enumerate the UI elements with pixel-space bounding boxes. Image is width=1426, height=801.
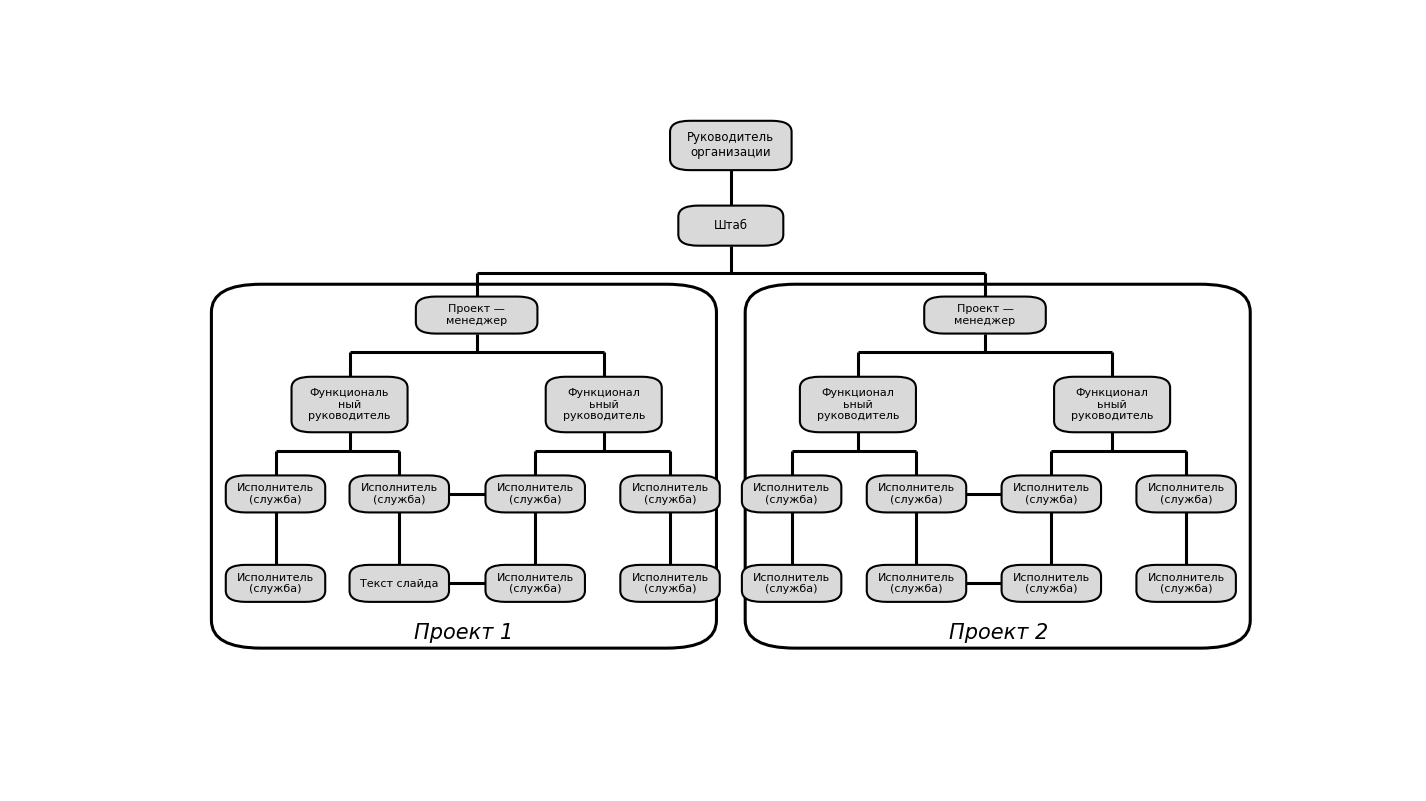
FancyBboxPatch shape [485,565,585,602]
FancyBboxPatch shape [867,565,967,602]
Text: Исполнитель
(служба): Исполнитель (служба) [878,573,955,594]
Text: Исполнитель
(служба): Исполнитель (служба) [496,573,573,594]
Text: Проект —
менеджер: Проект — менеджер [954,304,1015,326]
Text: Исполнитель
(служба): Исполнитель (служба) [632,573,709,594]
Text: Исполнитель
(служба): Исполнитель (служба) [878,483,955,505]
Text: Исполнитель
(служба): Исполнитель (служба) [1012,573,1089,594]
Text: Проект —
менеджер: Проект — менеджер [446,304,508,326]
FancyBboxPatch shape [742,565,841,602]
Text: Исполнитель
(служба): Исполнитель (служба) [237,573,314,594]
FancyBboxPatch shape [225,476,325,513]
Text: Руководитель
организации: Руководитель организации [687,131,774,159]
FancyBboxPatch shape [1137,476,1236,513]
Text: Функционал
ьный
руководитель: Функционал ьный руководитель [1071,388,1154,421]
FancyBboxPatch shape [670,121,791,170]
Text: Текст слайда: Текст слайда [359,578,439,589]
FancyBboxPatch shape [349,565,449,602]
Text: Исполнитель
(служба): Исполнитель (служба) [1012,483,1089,505]
FancyBboxPatch shape [349,476,449,513]
Text: Функционал
ьный
руководитель: Функционал ьный руководитель [817,388,900,421]
FancyBboxPatch shape [291,376,408,433]
FancyBboxPatch shape [485,476,585,513]
Text: Исполнитель
(служба): Исполнитель (служба) [1148,573,1225,594]
FancyBboxPatch shape [867,476,967,513]
Text: Исполнитель
(служба): Исполнитель (служба) [1148,483,1225,505]
Text: Функциональ
ный
руководитель: Функциональ ный руководитель [308,388,391,421]
FancyBboxPatch shape [1054,376,1171,433]
FancyBboxPatch shape [1137,565,1236,602]
Text: Исполнитель
(служба): Исполнитель (служба) [753,573,830,594]
FancyBboxPatch shape [1001,565,1101,602]
FancyBboxPatch shape [620,565,720,602]
Text: Исполнитель
(служба): Исполнитель (служба) [496,483,573,505]
FancyBboxPatch shape [225,565,325,602]
Text: Исполнитель
(служба): Исполнитель (служба) [753,483,830,505]
FancyBboxPatch shape [546,376,662,433]
Text: Проект 2: Проект 2 [948,622,1048,642]
FancyBboxPatch shape [746,284,1251,648]
Text: Исполнитель
(служба): Исполнитель (служба) [237,483,314,505]
Text: Проект 1: Проект 1 [414,622,513,642]
FancyBboxPatch shape [679,206,783,246]
FancyBboxPatch shape [1001,476,1101,513]
Text: Штаб: Штаб [714,219,747,232]
Text: Исполнитель
(служба): Исполнитель (служба) [361,483,438,505]
FancyBboxPatch shape [211,284,716,648]
Text: Исполнитель
(служба): Исполнитель (служба) [632,483,709,505]
FancyBboxPatch shape [800,376,915,433]
FancyBboxPatch shape [924,296,1045,333]
FancyBboxPatch shape [742,476,841,513]
Text: Функционал
ьный
руководитель: Функционал ьный руководитель [562,388,645,421]
FancyBboxPatch shape [620,476,720,513]
FancyBboxPatch shape [416,296,538,333]
